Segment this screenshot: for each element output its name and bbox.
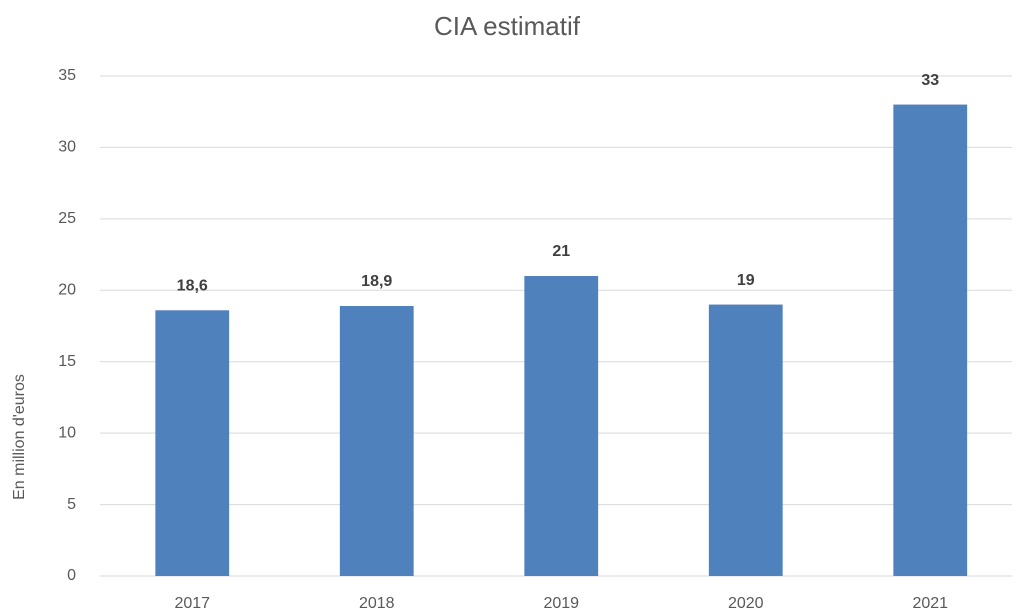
y-tick-label: 25 — [58, 210, 76, 227]
x-tick-label: 2021 — [912, 595, 948, 612]
x-tick-label: 2018 — [359, 595, 395, 612]
y-tick-label: 20 — [58, 282, 76, 299]
data-label: 18,6 — [177, 278, 208, 295]
x-tick-label: 2019 — [543, 595, 579, 612]
y-tick-label: 10 — [58, 424, 76, 441]
y-tick-label: 15 — [58, 353, 76, 370]
data-label: 18,9 — [361, 273, 392, 290]
y-tick-label: 30 — [58, 139, 76, 156]
x-tick-label: 2020 — [728, 595, 764, 612]
data-label: 21 — [552, 243, 570, 260]
bar — [708, 304, 783, 576]
bar — [524, 276, 599, 576]
y-axis-label: En million d'euros — [11, 374, 28, 500]
bar — [893, 104, 968, 577]
data-label: 19 — [737, 272, 755, 289]
bar — [339, 306, 414, 576]
data-label: 33 — [921, 72, 939, 89]
y-tick-label: 5 — [67, 496, 76, 513]
x-tick-label: 2017 — [174, 595, 210, 612]
bar — [155, 310, 230, 576]
y-tick-label: 35 — [58, 67, 76, 84]
y-tick-label: 0 — [67, 567, 76, 584]
chart-title: CIA estimatif — [434, 11, 581, 41]
